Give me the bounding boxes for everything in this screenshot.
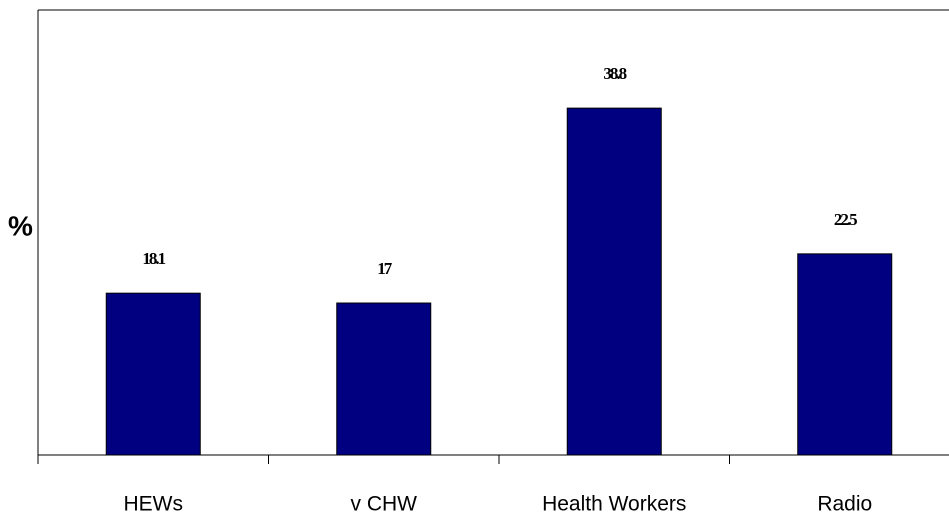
- bar: [566, 107, 662, 456]
- x-tick-label: Radio: [817, 493, 872, 516]
- bar: [105, 292, 201, 456]
- data-label: 38.8: [603, 64, 626, 83]
- data-label: 18.1: [142, 249, 165, 268]
- bar: [797, 253, 893, 456]
- x-tick-label: v CHW: [351, 493, 418, 516]
- bar: [336, 302, 432, 456]
- x-tick-label: HEWs: [124, 493, 184, 516]
- data-label: 17: [377, 259, 393, 278]
- x-tick-label: Health Workers: [542, 493, 686, 516]
- y-axis-label: %: [8, 210, 33, 241]
- data-label: 22.5: [834, 210, 857, 229]
